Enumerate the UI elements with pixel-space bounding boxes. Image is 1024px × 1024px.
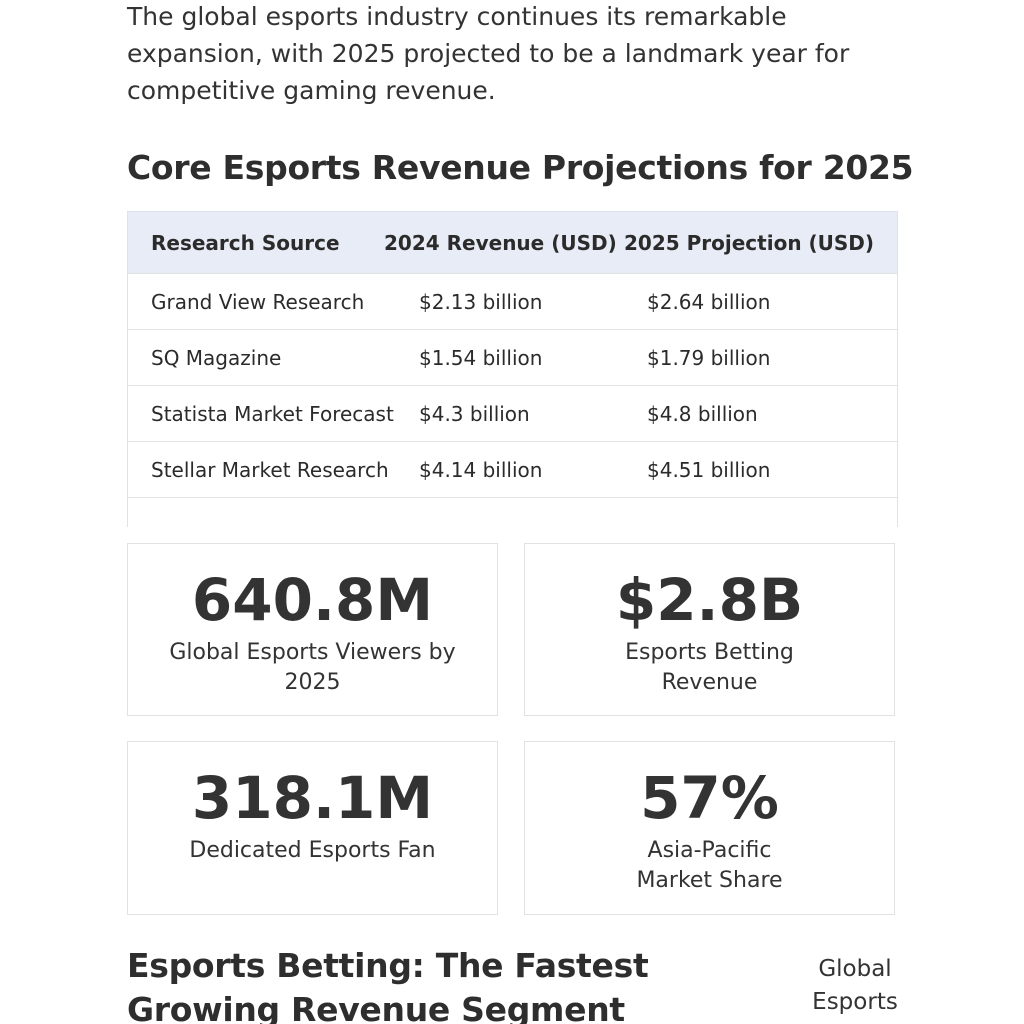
stat-value: 640.8M [191,566,434,634]
table-cell: $4.51 billion [647,457,771,482]
stat-card: 318.1M Dedicated Esports Fan [127,741,498,915]
table-cell: $4.14 billion [419,457,543,482]
stat-value: 57% [640,764,779,832]
side-label: Global Esports [812,956,898,1015]
stat-value: $2.8B [615,566,804,634]
stat-value: 318.1M [191,764,434,832]
stat-label: Asia-Pacific Market Share [636,838,783,893]
intro-text: The global esports industry continues it… [127,2,850,105]
next-section-title: Esports Betting: The Fastest Growing Rev… [127,946,649,1024]
table-row: Grand View Research $2.13 billion $2.64 bi… [128,274,897,330]
header-cell: 2025 Projection (USD) [624,230,875,255]
table-cell: $2.13 billion [419,289,543,314]
table-cell: Stellar Market Research [151,457,389,482]
table-cell: $1.54 billion [419,345,543,370]
stat-label: Esports Betting Revenue [625,640,794,695]
table-row: Statista Market Forecast $4.3 billion $4.8… [128,386,897,442]
table-cell: $1.79 billion [647,345,771,370]
stat-card: 57% Asia-Pacific Market Share [524,741,895,915]
header-cell: Research Source [151,230,340,255]
table-cell: $2.64 billion [647,289,771,314]
table-row: Stellar Market Research $4.14 billion $4.5… [128,442,897,498]
stat-card: 640.8M Global Esports Viewers by 2025 [127,543,498,716]
section-title: Core Esports Revenue Projections for 202… [127,148,914,187]
table-cell: $4.3 billion [419,401,530,426]
table-cell: Statista Market Forecast [151,401,394,426]
table-row: SQ Magazine $1.54 billion $1.79 billion [128,330,897,386]
table-cell: SQ Magazine [151,345,282,370]
stat-card: $2.8B Esports Betting Revenue [524,543,895,716]
stat-label: Global Esports Viewers by 2025 [169,640,456,695]
revenue-table: Research Source 2024 Revenue (USD) 2025 Pr… [127,211,898,527]
table-cell: Grand View Research [151,289,365,314]
table-cell: $4.8 billion [647,401,758,426]
stat-label: Dedicated Esports Fan [189,838,436,863]
table-header-row: Research Source 2024 Revenue (USD) 2025 Pr… [128,211,897,274]
header-cell: 2024 Revenue (USD) [384,230,617,255]
